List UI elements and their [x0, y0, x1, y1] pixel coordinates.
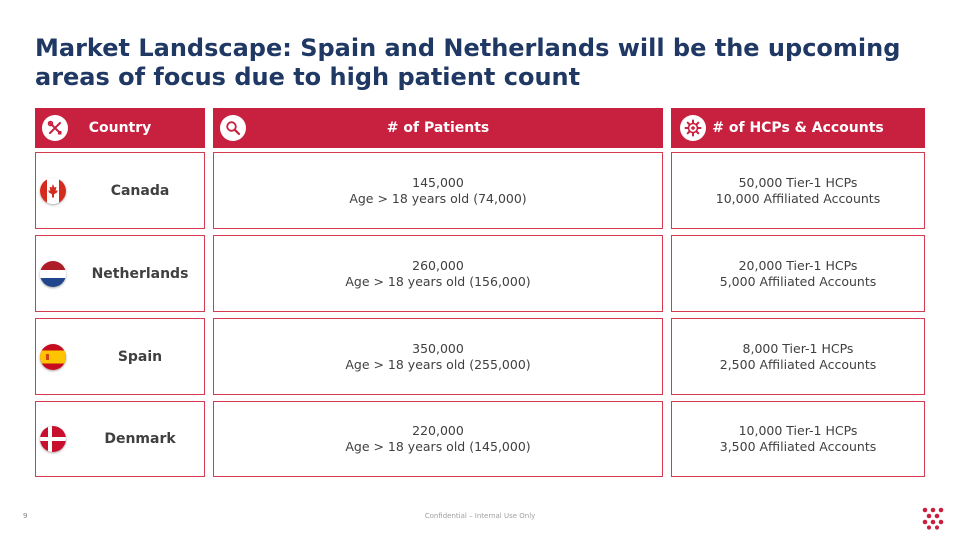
table-row-hcps: 10,000 Tier-1 HCPs 3,500 Affiliated Acco…	[671, 401, 925, 477]
accounts-count: 10,000 Affiliated Accounts	[715, 190, 881, 206]
patients-adult: Age > 18 years old (145,000)	[345, 439, 531, 454]
header-country: Country	[35, 108, 205, 148]
hcps-count: 10,000 Tier-1 HCPs	[738, 423, 858, 438]
table-row-patients: 145,000 Age > 18 years old (74,000)	[213, 152, 663, 229]
header-hcps-label: # of HCPs & Accounts	[712, 120, 884, 136]
patients-adult: Age > 18 years old (156,000)	[345, 273, 531, 289]
country-name: Spain	[117, 348, 163, 365]
netherlands-flag-icon	[40, 260, 66, 287]
country-name: Denmark	[104, 431, 176, 447]
country-name: Netherlands	[91, 265, 189, 282]
table-row-country: Denmark	[35, 401, 205, 477]
hcps-count: 50,000 Tier-1 HCPs	[738, 174, 858, 190]
dots-logo-icon	[921, 506, 945, 534]
header-country-label: Country	[88, 120, 152, 136]
patients-adult: Age > 18 years old (74,000)	[349, 190, 527, 206]
table-row-country: Canada	[35, 152, 205, 229]
table-row-patients: 220,000 Age > 18 years old (145,000)	[213, 401, 663, 477]
tools-icon	[42, 115, 68, 141]
confidential-note: Confidential – Internal Use Only	[424, 512, 536, 520]
country-name: Canada	[110, 182, 170, 199]
canada-flag-icon	[40, 177, 66, 204]
denmark-flag-icon	[40, 426, 66, 452]
accounts-count: 5,000 Affiliated Accounts	[719, 273, 877, 289]
header-patients-label: # of Patients	[386, 120, 490, 136]
slide-title: Market Landscape: Spain and Netherlands …	[35, 34, 901, 91]
patients-adult: Age > 18 years old (255,000)	[345, 356, 531, 372]
header-patients: # of Patients	[213, 108, 663, 148]
table-row-hcps: 8,000 Tier-1 HCPs 2,500 Affiliated Accou…	[671, 318, 925, 395]
patients-total: 260,000	[412, 257, 464, 273]
table-row-patients: 260,000 Age > 18 years old (156,000)	[213, 235, 663, 312]
table-row-hcps: 50,000 Tier-1 HCPs 10,000 Affiliated Acc…	[671, 152, 925, 229]
patients-total: 220,000	[412, 423, 464, 438]
patients-total: 145,000	[412, 174, 464, 190]
magnifier-icon	[220, 115, 246, 141]
page-number: 9	[23, 512, 28, 520]
table-row-country: Spain	[35, 318, 205, 395]
patients-total: 350,000	[412, 340, 464, 356]
accounts-count: 3,500 Affiliated Accounts	[719, 439, 877, 454]
table-row-patients: 350,000 Age > 18 years old (255,000)	[213, 318, 663, 395]
gear-icon	[680, 115, 706, 141]
hcps-count: 8,000 Tier-1 HCPs	[742, 340, 854, 356]
accounts-count: 2,500 Affiliated Accounts	[719, 356, 877, 372]
table-row-country: Netherlands	[35, 235, 205, 312]
hcps-count: 20,000 Tier-1 HCPs	[738, 257, 858, 273]
spain-flag-icon	[40, 343, 66, 370]
table-row-hcps: 20,000 Tier-1 HCPs 5,000 Affiliated Acco…	[671, 235, 925, 312]
header-hcps: # of HCPs & Accounts	[671, 108, 925, 148]
